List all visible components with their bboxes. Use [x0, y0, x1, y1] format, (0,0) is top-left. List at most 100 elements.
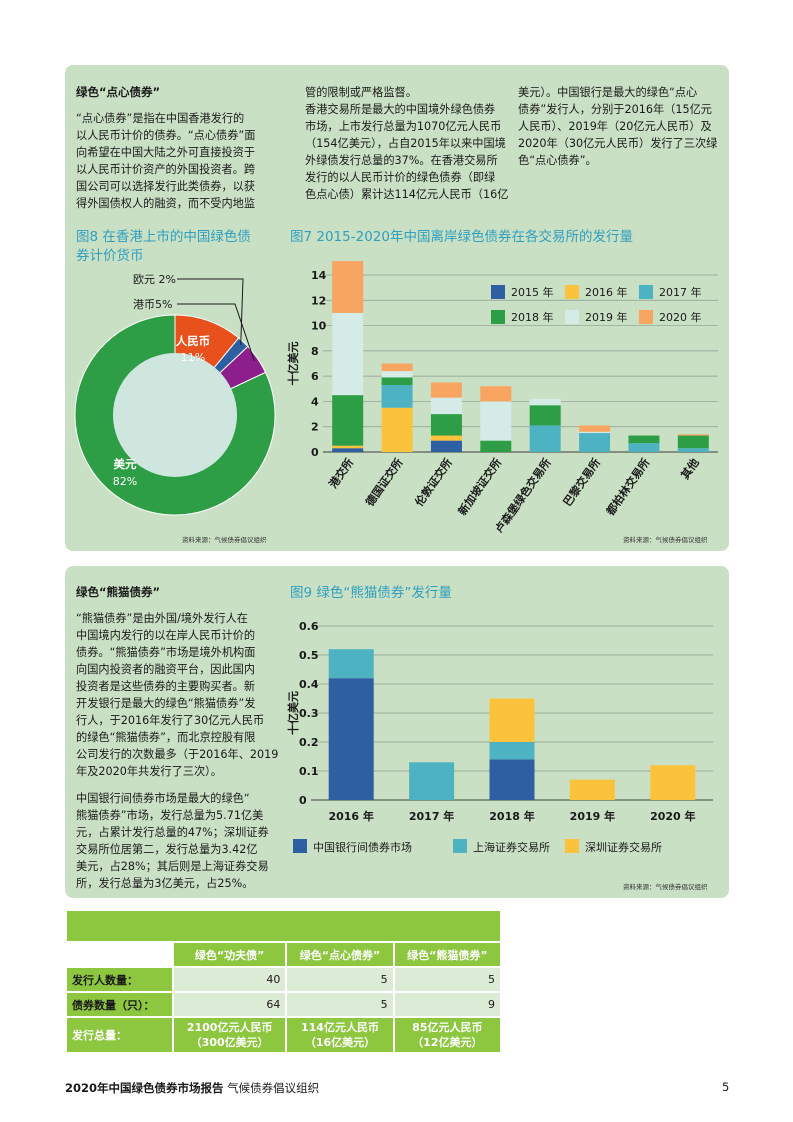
x-tick-label: 2020 年: [650, 809, 695, 823]
pie-value: 11%: [181, 351, 205, 364]
bar-segment: [628, 435, 660, 444]
summary-cell: 9: [394, 993, 500, 1016]
pie-value: 82%: [113, 475, 137, 488]
text-line: “熊猫债券”是由外国/境外发行人在: [76, 612, 248, 625]
bar-segment: [409, 762, 455, 800]
text-line: 人民币）、2019年（20亿元人民币）及: [518, 120, 712, 133]
text-line: 元，占累计发行总量的47%；深圳证券: [76, 826, 269, 839]
y-tick-label: 6: [311, 370, 319, 383]
legend-label: 中国银行间债券市场: [313, 840, 412, 854]
summary-table-total-row: 发行总量： 2100亿元人民币 （300亿美元） 114亿元人民币 （16亿美元） …: [67, 1018, 500, 1052]
fig7-source: 资料来源：气候债券倡议组织: [623, 536, 708, 544]
legend-label: 2017 年: [659, 285, 702, 299]
legend-swatch: [639, 310, 653, 324]
text-line: 国公司可以选择发行此类债券，以获: [76, 180, 256, 193]
x-tick-label: 2017 年: [409, 809, 454, 823]
legend-label: 2015 年: [511, 285, 554, 299]
x-tick-label: 新加坡证交所: [455, 456, 504, 518]
y-tick-label: 8: [311, 345, 319, 358]
y-tick-label: 0.3: [299, 707, 319, 720]
footer: 2020年中国绿色债券市场报告 气候债券倡议组织: [65, 1080, 319, 1096]
bar-segment: [677, 434, 709, 436]
text-line: 管的限制或严格监督。: [305, 86, 417, 99]
panda-text-para1: “熊猫债券”是由外国/境外发行人在 中国境内发行的以在岸人民币计价的 债券。“熊猫债…: [76, 610, 278, 780]
summary-total-cell: 114亿元人民币 （16亿美元）: [287, 1018, 393, 1052]
pie-callout-label: 港币5%: [133, 298, 172, 311]
bar-segment: [480, 386, 512, 402]
text-line: 以人民币计价的债券。“点心债券”面: [76, 129, 256, 142]
summary-total-cell: 85亿元人民币 （12亿美元）: [394, 1018, 500, 1052]
fig8-title-line: 券计价货币: [76, 248, 144, 264]
legend-swatch: [491, 285, 505, 299]
text-line: 美元，占28%；其后则是上海证券交易: [76, 860, 269, 873]
legend-swatch: [565, 285, 579, 299]
bar-segment: [430, 440, 462, 452]
summary-cell: 5: [394, 968, 500, 991]
dim-sum-heading: 绿色“点心债券”: [76, 85, 161, 99]
footer-report-title: 2020年中国绿色债券市场报告: [65, 1081, 224, 1095]
x-tick-label: 2019 年: [570, 809, 615, 823]
bar-segment: [529, 398, 561, 406]
y-tick-label: 0.4: [299, 678, 319, 691]
summary-table: 绿色“功夫债” 绿色“点心债券” 绿色“熊猫债券” 发行人数量： 40 5 5 …: [65, 909, 502, 1054]
summary-total-line2: （12亿美元）: [412, 1036, 483, 1049]
text-line: 2020年（30亿元人民币）发行了三次绿: [518, 137, 718, 150]
footer-org: 气候债券倡议组织: [227, 1081, 320, 1095]
legend-swatch: [639, 285, 653, 299]
text-line: 债券。“熊猫债券”市场是境外机构面: [76, 646, 256, 659]
summary-table-corner: [67, 943, 172, 966]
x-tick-label: 2018 年: [489, 809, 534, 823]
bar-segment: [381, 363, 413, 372]
dim-sum-text-col1: “点心债券”是指在中国香港发行的 以人民币计价的债券。“点心债券”面 向希望在中国大…: [76, 110, 255, 212]
legend-swatch: [293, 839, 307, 853]
bar-segment: [579, 431, 611, 434]
summary-table-row: 债券数量（只）： 64 5 9: [67, 993, 500, 1016]
summary-col-header: 绿色“功夫债”: [174, 943, 286, 966]
y-tick-label: 12: [311, 294, 326, 307]
bar-segment: [430, 435, 462, 441]
legend-label: 2020 年: [659, 310, 702, 324]
summary-total-line1: 85亿元人民币: [412, 1021, 483, 1034]
y-axis-label: 十亿美元: [286, 342, 300, 386]
text-line: 交易所位居第二，发行总量为3.42亿: [76, 843, 258, 856]
bar-segment: [489, 742, 535, 760]
text-line: 所，发行总量为3亿美元，占25%。: [76, 877, 254, 890]
legend-swatch: [565, 310, 579, 324]
bar-segment: [381, 407, 413, 452]
pie-callout-line: [177, 303, 255, 362]
summary-total-line1: 114亿元人民币: [301, 1021, 379, 1034]
y-tick-label: 0.5: [299, 649, 319, 662]
text-line: 外绿债发行总量的37%。在香港交易所: [305, 154, 498, 167]
bar-segment: [332, 445, 364, 449]
x-tick-label: 其他: [678, 456, 702, 482]
y-tick-label: 4: [311, 395, 319, 408]
bar-segment: [381, 377, 413, 385]
summary-table-top-blank: [67, 911, 500, 941]
pie-label: 美元: [114, 457, 137, 471]
x-tick-label: 伦敦证交所: [412, 456, 455, 509]
text-line: 得外国债权人的融资，而不受内地监: [76, 197, 256, 210]
text-line: 投资者是这些债券的主要购买者。新: [76, 680, 256, 693]
summary-row-label: 债券数量（只）：: [67, 993, 172, 1016]
summary-total-label: 发行总量：: [67, 1018, 172, 1052]
summary-cell: 5: [287, 968, 393, 991]
bar-segment: [529, 405, 561, 426]
x-tick-label: 港交所: [326, 456, 356, 491]
summary-total-line1: 2100亿元人民币: [186, 1021, 273, 1034]
bar-segment: [332, 395, 364, 446]
y-tick-label: 0.6: [299, 620, 319, 633]
bar-segment: [430, 382, 462, 398]
summary-table-top-band: [67, 911, 500, 941]
bar-segment: [677, 435, 709, 449]
panda-heading: 绿色“熊猫债券”: [76, 585, 161, 599]
bar-segment: [677, 448, 709, 452]
text-line: 公司发行的次数最多（于2016年、2019: [76, 748, 279, 761]
y-tick-label: 0: [311, 446, 319, 459]
text-line: 中国银行间债券市场是最大的绿色“: [76, 792, 250, 805]
text-line: 色“点心债券”。: [518, 154, 597, 167]
bar-segment: [381, 384, 413, 408]
page-number: 5: [722, 1080, 730, 1094]
bar-segment: [579, 433, 611, 452]
text-line: 美元）。中国银行是最大的绿色“点心: [518, 86, 698, 99]
summary-row-label: 发行人数量：: [67, 968, 172, 991]
